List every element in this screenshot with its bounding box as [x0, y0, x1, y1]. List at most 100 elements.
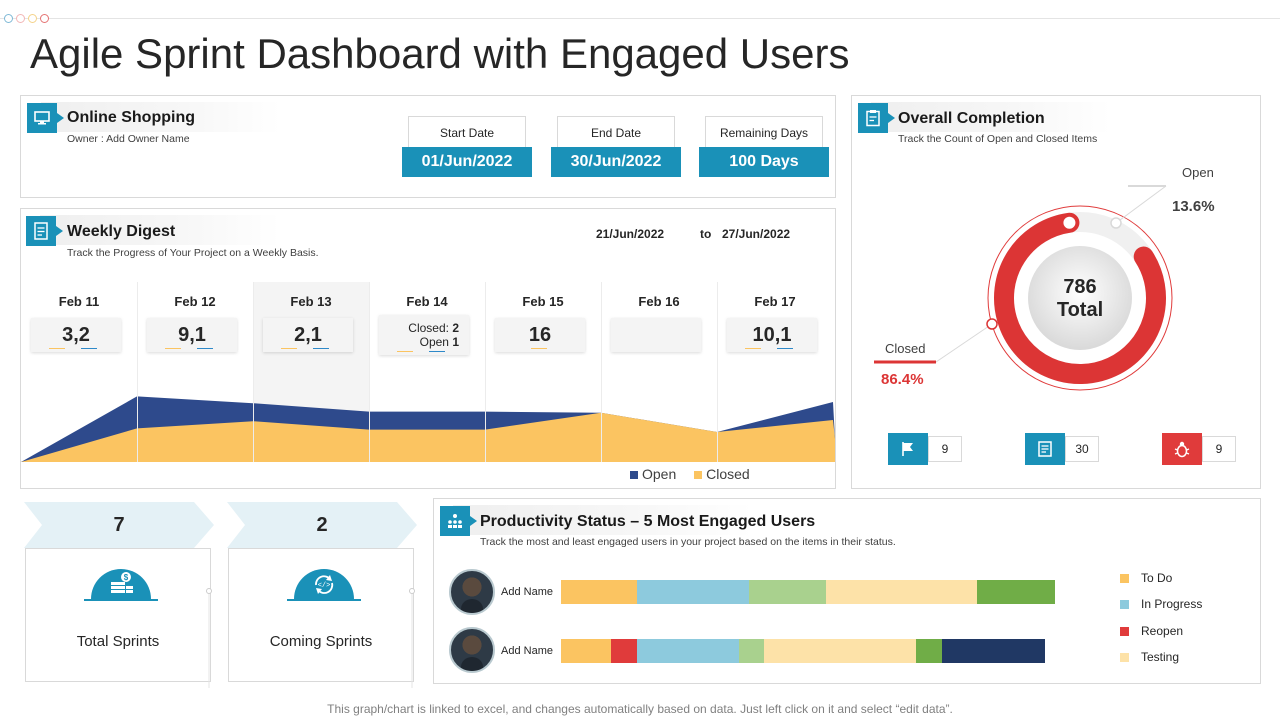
start-date-label: Start Date [408, 116, 526, 148]
clipboard-icon [858, 103, 895, 133]
donut-center [1028, 246, 1132, 350]
completion-subtitle: Track the Count of Open and Closed Items [898, 133, 1098, 145]
productivity-title: Productivity Status – 5 Most Engaged Use… [480, 513, 816, 530]
stat-bugs-value: 9 [1202, 436, 1236, 462]
stat-bugs: 9 [1162, 433, 1236, 465]
day-name: Feb 15 [522, 294, 564, 309]
avatar [449, 569, 495, 615]
weekly-range-to: 27/Jun/2022 [722, 227, 791, 241]
legend-reopen: Reopen [1120, 624, 1183, 638]
project-owner: Owner : Add Owner Name [67, 133, 190, 145]
closed-area [21, 412, 835, 462]
svg-text:</>: </> [318, 582, 331, 590]
day-column: Feb 17 10,1 [717, 282, 833, 462]
monitor-icon [27, 103, 64, 133]
day-column: Feb 11 3,2 [21, 282, 137, 462]
completion-title: Overall Completion [898, 110, 1045, 127]
bar-segment [764, 639, 917, 663]
end-date-card: End Date 30/Jun/2022 [551, 116, 681, 177]
coming-sprints-label: Coming Sprints [269, 633, 373, 650]
svg-text:$: $ [124, 573, 129, 582]
day-value: 3,2 [31, 318, 121, 352]
bar-segment [977, 580, 1055, 604]
day-tooltip: Closed: 2 Open 1 [379, 315, 469, 355]
footer-note: This graph/chart is linked to excel, and… [327, 702, 953, 716]
total-sprints-count: 7 [24, 502, 214, 548]
day-name: Feb 14 [406, 294, 448, 309]
user-name: Add Name [501, 645, 553, 657]
bar-segment [916, 639, 943, 663]
donut-outer-ring [987, 205, 1173, 391]
total-sprints-label: Total Sprints [76, 633, 160, 650]
legend-testing: Testing [1120, 650, 1179, 664]
closed-label: Closed [885, 341, 926, 356]
user-name: Add Name [501, 586, 553, 598]
code-cycle-icon: </> [294, 569, 354, 599]
coming-sprints-count: 2 [227, 502, 417, 548]
day-column: Feb 12 9,1 [137, 282, 253, 462]
document-icon [26, 216, 63, 246]
avatar [449, 627, 495, 673]
donut-open-marker [1063, 216, 1076, 229]
bar-segment [825, 580, 978, 604]
bar-segment [748, 580, 826, 604]
day-name: Feb 17 [754, 294, 796, 309]
day-column: Feb 16 [601, 282, 717, 462]
donut-closed-arc [994, 212, 1166, 384]
start-date-value: 01/Jun/2022 [402, 147, 532, 177]
bar-segment [561, 580, 637, 604]
project-title: Online Shopping [67, 109, 195, 126]
user-status-bar [561, 639, 1045, 663]
user-status-bar [561, 580, 1055, 604]
day-column: Feb 13 2,1 [253, 282, 369, 462]
day-name: Feb 16 [638, 294, 680, 309]
closed-percent: 86.4% [881, 371, 924, 388]
stat-flags: 9 [888, 433, 962, 465]
day-value: 10,1 [727, 318, 817, 352]
remaining-days-card: Remaining Days 100 Days [699, 116, 829, 177]
remaining-days-value: 100 Days [699, 147, 829, 177]
bar-segment [636, 580, 749, 604]
remaining-days-label: Remaining Days [705, 116, 823, 148]
day-name: Feb 13 [290, 294, 332, 309]
bar-segment [637, 639, 740, 663]
weekly-title: Weekly Digest [67, 223, 176, 240]
page-title: Agile Sprint Dashboard with Engaged User… [30, 30, 850, 77]
stat-checklist-value: 30 [1065, 436, 1099, 462]
weekly-area-chart [21, 282, 835, 462]
checklist-icon [1025, 433, 1065, 465]
open-percent: 13.6% [1172, 198, 1215, 215]
flag-icon [888, 433, 928, 465]
legend-in-progress: In Progress [1120, 597, 1202, 611]
total-value: 786 [1063, 276, 1097, 298]
open-label: Open [1182, 165, 1214, 180]
total-label: Total [1056, 299, 1104, 321]
coins-icon: $ [91, 569, 151, 599]
day-value [611, 318, 701, 352]
weekly-range-to-word: to [700, 227, 712, 241]
start-date-card: Start Date 01/Jun/2022 [402, 116, 532, 177]
top-divider [0, 18, 1280, 19]
bug-icon [1162, 433, 1202, 465]
bar-segment [561, 639, 612, 663]
window-dots [4, 14, 49, 23]
total-sprints-card: $ Total Sprints [25, 548, 211, 682]
bar-segment [739, 639, 765, 663]
productivity-subtitle: Track the most and least engaged users i… [480, 536, 896, 548]
day-value: 9,1 [147, 318, 237, 352]
stat-checklist: 30 [1025, 433, 1099, 465]
weekly-range-from: 21/Jun/2022 [596, 227, 665, 241]
end-date-label: End Date [557, 116, 675, 148]
team-icon [440, 506, 477, 536]
end-date-value: 30/Jun/2022 [551, 147, 681, 177]
completion-donut [987, 205, 1173, 391]
weekly-subtitle: Track the Progress of Your Project on a … [67, 247, 319, 259]
bar-segment [611, 639, 638, 663]
weekly-legend: Open Closed [630, 466, 750, 482]
bar-segment [942, 639, 1045, 663]
coming-sprints-card: </> Coming Sprints [228, 548, 414, 682]
legend-todo: To Do [1120, 571, 1172, 585]
project-panel: Online Shopping Owner : Add Owner Name S… [20, 95, 836, 198]
legend-closed: Closed [706, 466, 750, 482]
day-column: Feb 14 Closed: 2 Open 1 [369, 282, 485, 462]
